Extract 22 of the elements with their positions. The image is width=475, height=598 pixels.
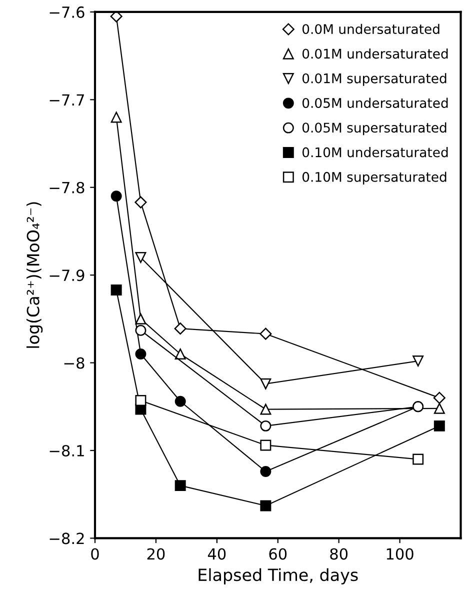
- x-tick-label: 0: [91, 548, 99, 560]
- y-tick-label: −7.9: [50, 270, 84, 282]
- x-tick-label: 100: [386, 548, 414, 560]
- x-tick-label: 40: [208, 548, 226, 560]
- legend-label: 0.01M supersaturated: [302, 73, 446, 86]
- y-tick-label: −7.8: [50, 182, 84, 194]
- y-tick-label: −7.6: [50, 6, 84, 18]
- x-tick-label: 60: [269, 548, 287, 560]
- legend-label: 0.05M undersaturated: [302, 98, 448, 108]
- legend-label: 0.10M supersaturated: [302, 172, 446, 184]
- legend-label: 0.10M undersaturated: [302, 147, 448, 158]
- y-axis-title: log(Ca²⁺)(MoO₄²⁻): [26, 202, 43, 348]
- y-tick-label: −8.1: [50, 444, 84, 457]
- legend-label: 0.05M supersaturated: [302, 122, 446, 136]
- y-tick-label: −8.2: [50, 532, 84, 544]
- x-axis-title: Elapsed Time, days: [198, 568, 358, 584]
- x-tick-label: 20: [147, 548, 165, 560]
- legend-label: 0.01M undersaturated: [302, 48, 448, 59]
- y-tick-label: −8: [64, 357, 84, 369]
- x-tick-label: 80: [330, 548, 348, 560]
- legend-label: 0.0M undersaturated: [302, 24, 440, 34]
- y-tick-label: −7.7: [50, 94, 84, 106]
